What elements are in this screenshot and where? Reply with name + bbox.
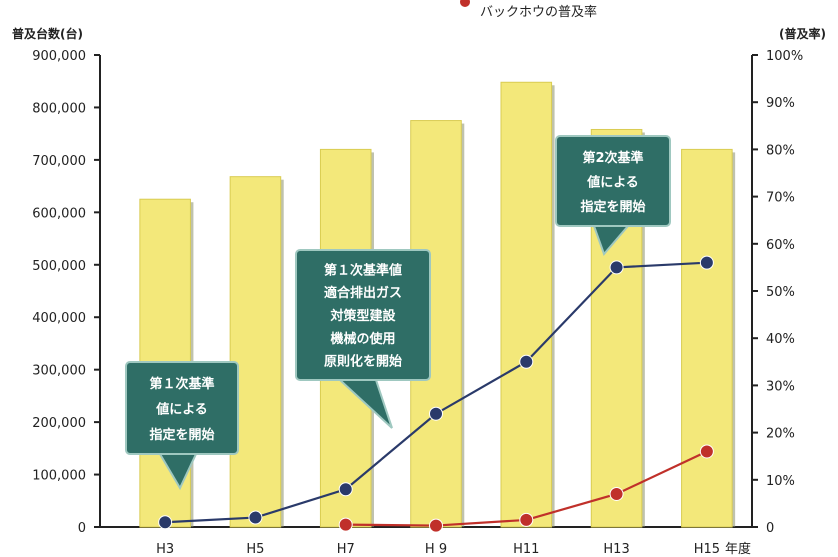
- callout-box: [125, 361, 239, 455]
- series-point: [429, 518, 443, 533]
- x-tick-label: H 9: [425, 542, 447, 557]
- bar: [500, 81, 553, 528]
- left-tick-label: 400,000: [32, 311, 86, 326]
- callout-text: 適合排出ガス: [324, 285, 402, 301]
- callout-text: 値による: [155, 402, 208, 418]
- callout-text: 原則化を開始: [324, 354, 402, 370]
- callout-text: 指定を開始: [149, 427, 214, 443]
- series-point: [699, 255, 714, 270]
- left-tick-label: 800,000: [32, 101, 86, 116]
- x-tick-label: H15: [694, 542, 720, 557]
- x-axis-unit: 年度: [725, 541, 751, 557]
- callout-text: 機械の使用: [330, 331, 395, 347]
- right-tick-label: 90%: [766, 96, 795, 111]
- left-tick-label: 700,000: [32, 154, 86, 169]
- left-tick-label: 200,000: [32, 416, 86, 431]
- callout-text: 第１次基準: [149, 376, 214, 392]
- right-tick-label: 100%: [766, 49, 803, 64]
- series-point: [519, 354, 534, 369]
- right-tick-label: 0: [766, 521, 774, 536]
- series-point: [429, 406, 443, 421]
- right-tick-label: 60%: [766, 238, 795, 253]
- series-point: [699, 444, 714, 459]
- right-axis-ticks: 0 10% 20% 30% 40% 50% 60% 70% 80% 90% 100%: [752, 49, 803, 536]
- right-tick-label: 20%: [766, 427, 795, 442]
- series-point: [519, 512, 534, 527]
- series-point: [609, 260, 624, 275]
- x-tick-label: H5: [246, 542, 264, 557]
- callout-text: 値による: [586, 174, 639, 190]
- annotation-callouts: 第１次基準値による指定を開始第１次基準値適合排出ガス対策型建設機械の使用原則化を…: [125, 135, 671, 491]
- right-tick-label: 10%: [766, 474, 795, 489]
- left-tick-label: 300,000: [32, 364, 86, 379]
- x-tick-label: H3: [156, 542, 174, 557]
- line-series: [158, 255, 714, 533]
- right-tick-label: 30%: [766, 379, 795, 394]
- right-tick-label: 50%: [766, 285, 795, 300]
- callout-text: 第１次基準値: [324, 262, 402, 278]
- legend-marker-red: [460, 0, 470, 7]
- left-tick-label: 500,000: [32, 259, 86, 274]
- callout-box: [555, 135, 671, 227]
- callout-text: 対策型建設: [329, 308, 396, 324]
- right-tick-label: 80%: [766, 143, 795, 158]
- x-axis-labels: H3 H5 H7 H 9 H11 H13 H15: [156, 542, 720, 557]
- series-point: [338, 482, 353, 497]
- x-tick-label: H7: [337, 542, 355, 557]
- left-tick-label: 100,000: [32, 469, 86, 484]
- right-tick-label: 40%: [766, 332, 795, 347]
- left-tick-label: 600,000: [32, 206, 86, 221]
- left-tick-label: 0: [78, 521, 86, 536]
- x-tick-label: H11: [513, 542, 539, 557]
- callout-box: [295, 249, 431, 381]
- callout-text: 第2次基準: [582, 150, 643, 166]
- right-tick-label: 70%: [766, 191, 795, 206]
- callout-text: 指定を開始: [580, 199, 645, 215]
- series-point: [248, 510, 263, 525]
- right-axis-title: (普及率): [779, 26, 826, 41]
- series-point: [609, 486, 624, 501]
- left-axis-title: 普及台数(台): [12, 26, 83, 41]
- series-point: [338, 517, 353, 532]
- left-axis-ticks: 0 100,000 200,000 300,000 400,000 500,000 600,…: [32, 49, 100, 536]
- series-point: [158, 515, 173, 530]
- left-tick-label: 900,000: [32, 49, 86, 64]
- bar: [229, 176, 282, 528]
- legend-label: バックホウの普及率: [480, 4, 597, 20]
- x-tick-label: H13: [603, 542, 629, 557]
- bar: [681, 148, 733, 528]
